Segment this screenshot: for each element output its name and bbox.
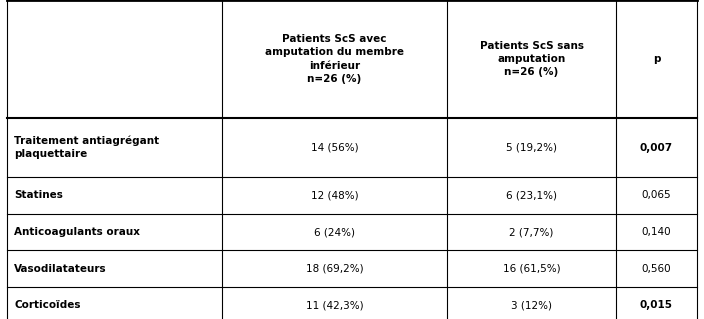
Text: 3 (12%): 3 (12%) bbox=[511, 300, 552, 310]
Text: 14 (56%): 14 (56%) bbox=[310, 143, 358, 152]
Text: Patients ScS sans
amputation
n=26 (%): Patients ScS sans amputation n=26 (%) bbox=[479, 41, 584, 77]
Text: 6 (23,1%): 6 (23,1%) bbox=[506, 190, 557, 200]
Text: 18 (69,2%): 18 (69,2%) bbox=[306, 264, 363, 274]
Text: Anticoagulants oraux: Anticoagulants oraux bbox=[14, 227, 140, 237]
Text: 2 (7,7%): 2 (7,7%) bbox=[509, 227, 554, 237]
Text: Corticoïdes: Corticoïdes bbox=[14, 300, 80, 310]
Text: 16 (61,5%): 16 (61,5%) bbox=[503, 264, 560, 274]
Text: 0,065: 0,065 bbox=[641, 190, 672, 200]
Text: 6 (24%): 6 (24%) bbox=[314, 227, 355, 237]
Text: 0,140: 0,140 bbox=[641, 227, 672, 237]
Text: Patients ScS avec
amputation du membre
inférieur
n=26 (%): Patients ScS avec amputation du membre i… bbox=[265, 34, 404, 84]
Text: 0,560: 0,560 bbox=[641, 264, 672, 274]
Text: Vasodilatateurs: Vasodilatateurs bbox=[14, 264, 107, 274]
Text: 11 (42,3%): 11 (42,3%) bbox=[306, 300, 363, 310]
Text: Traitement antiagrégant
plaquettaire: Traitement antiagrégant plaquettaire bbox=[14, 136, 159, 160]
Text: 0,015: 0,015 bbox=[640, 300, 673, 310]
Text: 12 (48%): 12 (48%) bbox=[310, 190, 358, 200]
Text: Statines: Statines bbox=[14, 190, 63, 200]
Text: 0,007: 0,007 bbox=[640, 143, 673, 152]
Text: 5 (19,2%): 5 (19,2%) bbox=[506, 143, 557, 152]
Text: p: p bbox=[653, 54, 660, 64]
